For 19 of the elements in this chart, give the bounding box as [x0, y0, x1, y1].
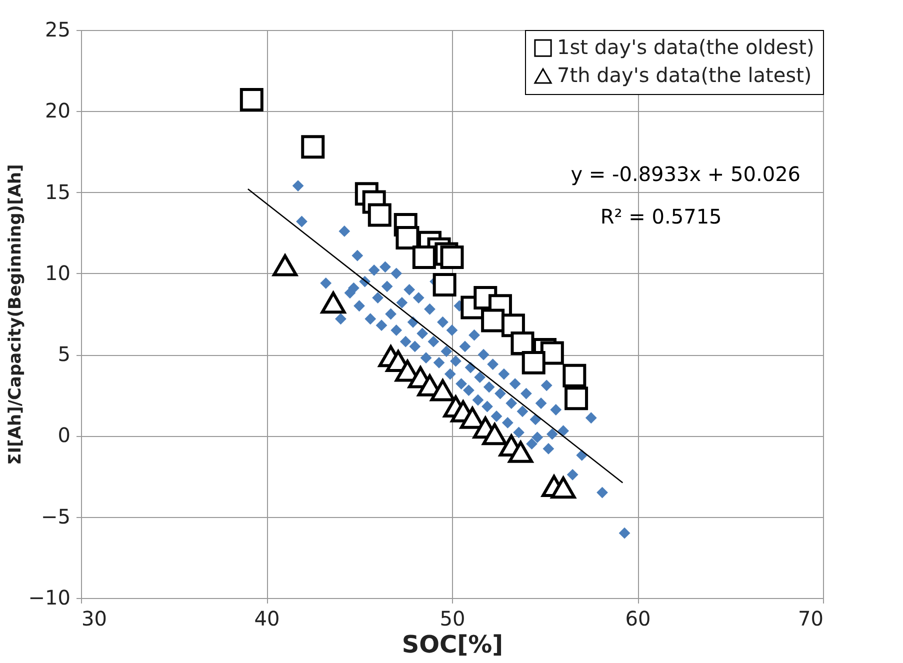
- y-tick-label: 25: [45, 18, 70, 42]
- x-tick-label: 40: [254, 606, 280, 630]
- x-tick-label: 30: [82, 606, 107, 630]
- legend-label: 1st day's data(the oldest): [557, 35, 814, 59]
- x-axis-title: SOC[%]: [402, 630, 504, 658]
- y-tick-label: 15: [45, 180, 70, 204]
- y-tick-label: 5: [58, 342, 70, 366]
- y-axis-title: ΣI[Ah]/Capacity(Beginning)[Ah]: [5, 164, 26, 465]
- annotation: y = -0.8933x + 50.026: [570, 162, 801, 186]
- x-tick-label: 50: [440, 606, 466, 630]
- y-tick-label: 0: [58, 423, 70, 448]
- legend-label: 7th day's data(the latest): [557, 63, 812, 87]
- x-tick-label: 60: [625, 606, 651, 630]
- x-tick-label: 70: [798, 606, 824, 630]
- y-tick-label: 10: [45, 260, 70, 285]
- y-tick-label: −10: [28, 586, 70, 610]
- annotation: R² = 0.5715: [600, 204, 722, 228]
- y-tick-label: −5: [41, 504, 70, 528]
- y-tick-label: 20: [45, 98, 70, 123]
